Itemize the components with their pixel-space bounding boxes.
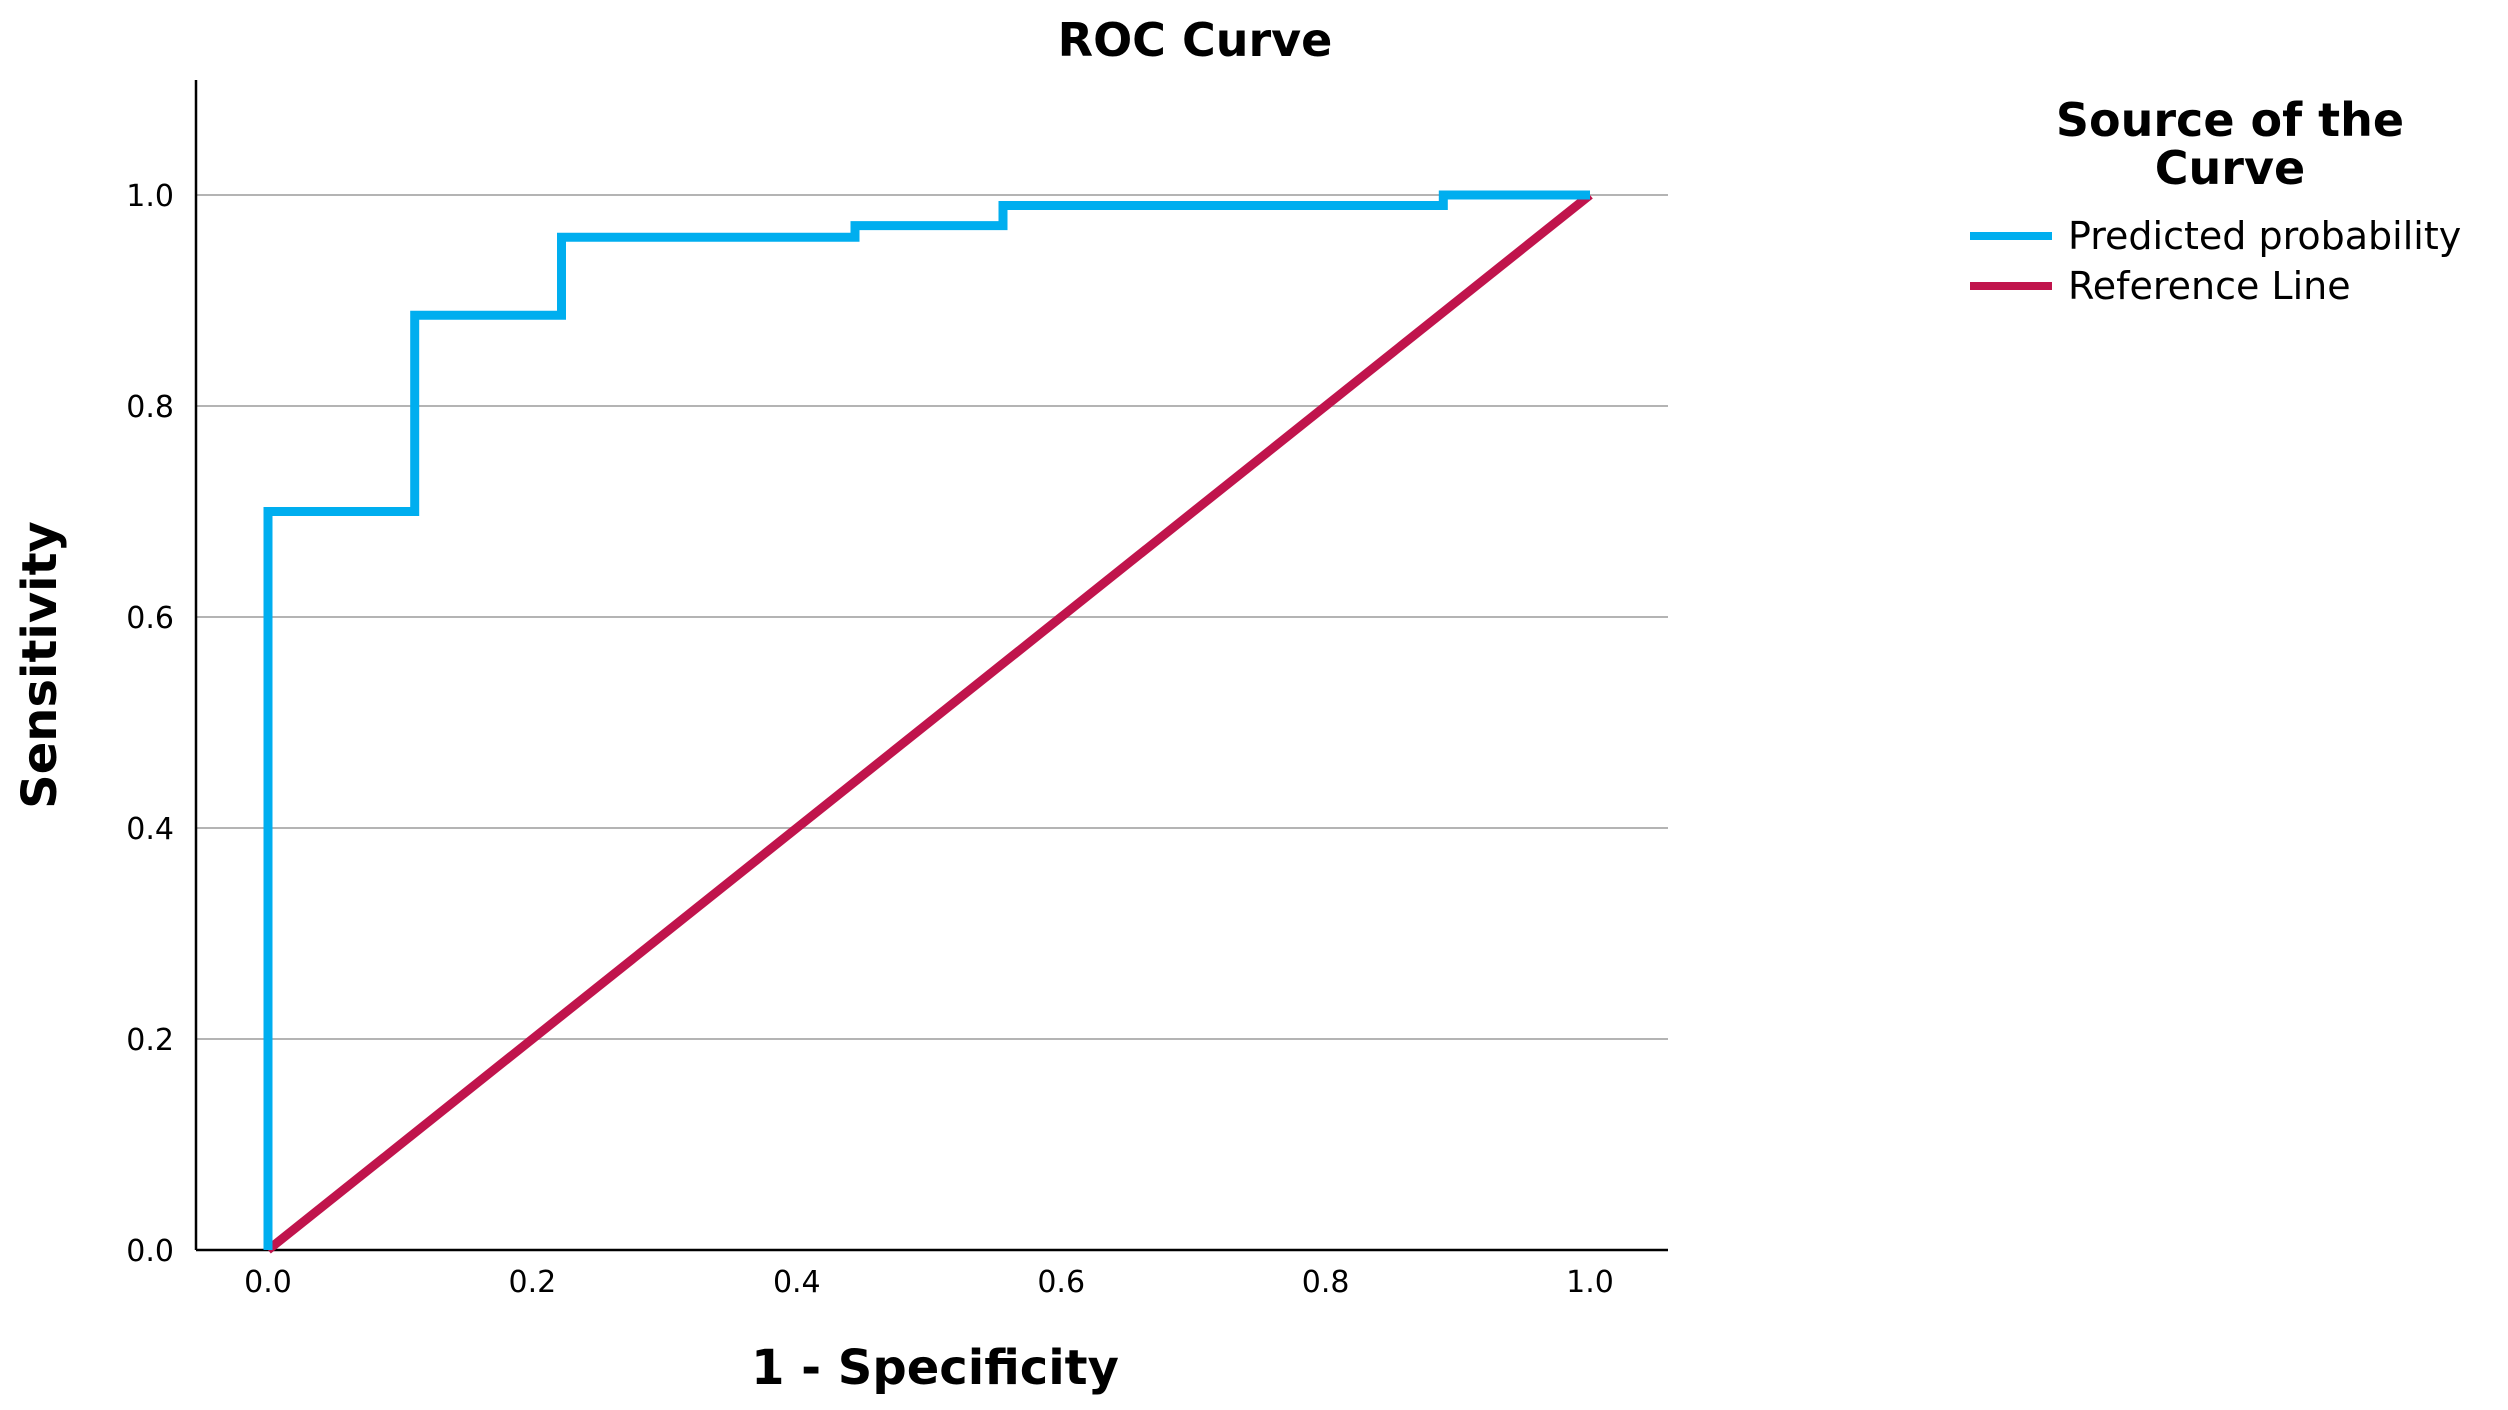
x-tick-label: 0.2 <box>509 1265 557 1300</box>
series-lines <box>263 190 1593 1254</box>
grid-lines <box>196 194 1668 1040</box>
y-tick-label: 0.4 <box>126 812 174 847</box>
y-tick-label: 0.8 <box>126 390 174 425</box>
legend-title: Source of the <box>2056 93 2404 147</box>
legend: Source of the Curve Predicted probabilit… <box>1970 93 2461 308</box>
y-tick-label: 1.0 <box>126 179 174 214</box>
legend-title-line-2: Curve <box>2155 141 2305 195</box>
x-tick-label: 1.0 <box>1566 1265 1614 1300</box>
y-tick-label: 0.6 <box>126 601 174 636</box>
y-axis-label: Sensitivity <box>12 521 68 809</box>
x-tick-label: 0.6 <box>1037 1265 1085 1300</box>
legend-label: Reference Line <box>2068 264 2351 308</box>
series-line-predicted-probability <box>263 190 1590 1250</box>
chart-title: ROC Curve <box>1058 13 1333 67</box>
x-tick-label: 0.8 <box>1302 1265 1350 1300</box>
tick-labels: 0.0 0.2 0.4 0.6 0.8 1.0 0.0 0.2 0.4 0.6 0.8 1.0 <box>126 179 1614 1300</box>
legend-items: Predicted probability Reference Line <box>1970 214 2461 308</box>
series-line-reference-line <box>265 191 1593 1254</box>
y-tick-label: 0.2 <box>126 1023 174 1058</box>
axes <box>194 80 1668 1252</box>
x-tick-label: 0.4 <box>773 1265 821 1300</box>
x-axis-label: 1 - Specificity <box>751 1340 1119 1396</box>
y-tick-label: 0.0 <box>126 1234 174 1269</box>
legend-label: Predicted probability <box>2068 214 2461 258</box>
x-tick-label: 0.0 <box>244 1265 292 1300</box>
